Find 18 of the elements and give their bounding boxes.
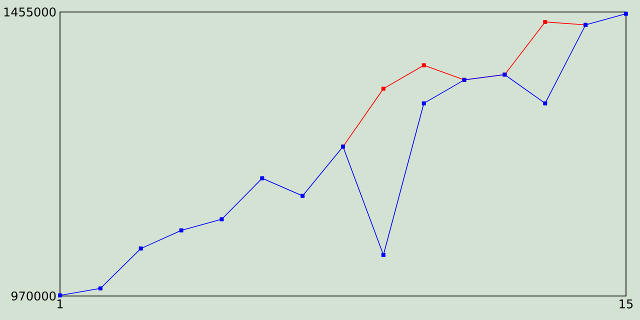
point xyxy=(300,194,305,198)
point xyxy=(422,101,426,106)
point xyxy=(220,217,224,222)
point xyxy=(260,176,264,180)
x-tick-label: 1 xyxy=(58,300,63,308)
point xyxy=(381,252,386,257)
point xyxy=(624,12,628,16)
x-tick-label: 15 xyxy=(620,300,633,308)
y-tick-label: 970000 xyxy=(11,291,56,301)
y-tick-label: 1455000 xyxy=(4,7,56,17)
point xyxy=(543,20,548,24)
point xyxy=(422,63,426,68)
point xyxy=(543,101,548,106)
point xyxy=(58,293,62,298)
point xyxy=(179,228,184,232)
point xyxy=(98,286,102,290)
point xyxy=(138,246,143,251)
point xyxy=(381,86,386,91)
